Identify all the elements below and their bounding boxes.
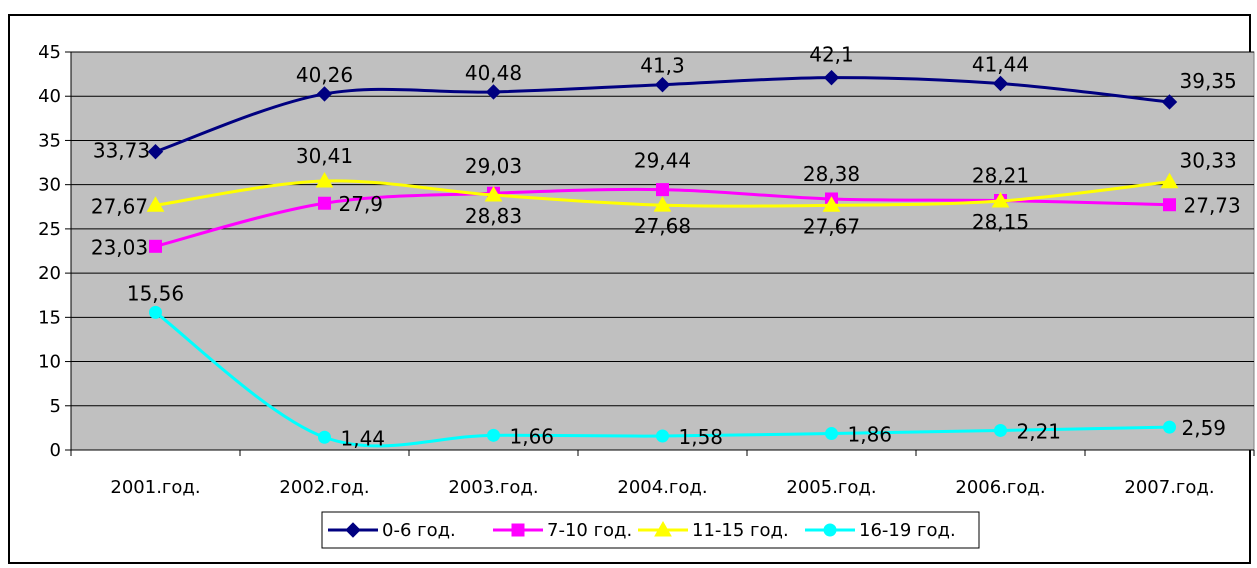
data-label: 30,41 (296, 144, 353, 168)
data-label: 2,59 (1182, 416, 1227, 440)
y-tick-label: 35 (38, 130, 61, 151)
marker-diamond (316, 86, 333, 102)
data-label: 29,03 (465, 154, 522, 178)
legend-label: 11-15 год. (692, 520, 789, 541)
marker-diamond (345, 522, 361, 538)
y-tick-label: 20 (38, 263, 61, 284)
legend-label: 16-19 год. (859, 520, 956, 541)
marker-circle (825, 427, 838, 441)
marker-circle (823, 523, 837, 537)
y-tick-label: 15 (38, 307, 61, 328)
marker-diamond (1161, 94, 1178, 110)
y-tick-label: 45 (38, 42, 61, 63)
data-label: 39,35 (1180, 69, 1237, 93)
y-tick-label: 30 (38, 175, 61, 196)
data-label: 27,73 (1184, 194, 1241, 218)
marker-triangle (315, 172, 334, 188)
marker-triangle (484, 186, 503, 202)
data-label: 1,66 (510, 424, 555, 448)
marker-square (1163, 198, 1176, 212)
y-tick-label: 25 (38, 219, 61, 240)
y-tick-label: 5 (50, 396, 61, 417)
data-label: 23,03 (91, 235, 148, 259)
marker-square (149, 239, 162, 253)
marker-circle (1163, 420, 1176, 434)
data-label: 33,73 (93, 139, 150, 163)
marker-square (318, 196, 331, 210)
marker-circle (318, 430, 331, 444)
marker-triangle (991, 192, 1010, 208)
marker-square (656, 183, 669, 197)
series-16-19 год. (149, 305, 1176, 448)
axes: 0 5 10 15 20 25 30 35 40 45 2001.год. 2002.год. 2003… (38, 42, 1255, 498)
marker-circle (149, 305, 162, 319)
y-tick-label: 40 (38, 86, 61, 107)
data-label: 1,44 (341, 426, 386, 450)
data-label: 28,15 (972, 210, 1029, 234)
legend-item: 16-19 год. (805, 520, 956, 541)
marker-triangle (1160, 172, 1179, 189)
legend-item: 7-10 год. (493, 520, 632, 541)
marker-triangle (654, 520, 672, 537)
data-label: 28,21 (972, 163, 1029, 187)
x-tick-label: 2001.год. (110, 477, 200, 498)
data-label: 40,48 (465, 61, 522, 85)
legend-item: 0-6 год. (328, 520, 456, 541)
data-label: 30,33 (1180, 149, 1237, 173)
x-tick-label: 2002.год. (279, 477, 369, 498)
data-labels: 33,73 40,26 40,48 41,3 42,1 41,44 39,35 23,03 27… (91, 43, 1241, 451)
data-label: 42,1 (809, 43, 854, 67)
x-tick-label: 2004.год. (617, 477, 707, 498)
data-label: 27,67 (91, 194, 148, 218)
data-label: 40,26 (296, 63, 353, 87)
y-tick-label: 10 (38, 352, 61, 373)
data-label: 41,3 (640, 54, 685, 78)
x-tick-label: 2003.год. (448, 477, 538, 498)
series-lines (146, 69, 1179, 448)
data-label: 1,58 (679, 425, 724, 449)
marker-diamond (823, 69, 840, 86)
marker-circle (994, 423, 1007, 437)
data-label: 27,9 (339, 192, 384, 216)
data-label: 15,56 (127, 281, 184, 305)
marker-diamond (147, 143, 164, 160)
data-label: 2,21 (1017, 419, 1062, 443)
marker-triangle (822, 196, 841, 212)
series-0-6 год. (147, 69, 1178, 160)
data-label: 41,44 (972, 52, 1029, 76)
data-label: 29,44 (634, 149, 691, 173)
plot-area (70, 51, 1255, 451)
marker-diamond (485, 84, 502, 100)
data-label: 1,86 (848, 423, 893, 447)
marker-diamond (654, 77, 671, 93)
x-tick-label: 2006.год. (955, 477, 1045, 498)
marker-circle (656, 429, 669, 443)
marker-diamond (992, 75, 1009, 92)
marker-square (511, 523, 525, 537)
legend-label: 0-6 год. (382, 520, 456, 541)
data-label: 28,38 (803, 162, 860, 186)
marker-circle (487, 428, 500, 442)
data-label: 27,67 (803, 214, 860, 238)
data-label: 28,83 (465, 204, 522, 228)
legend: 0-6 год. 7-10 год. 11-15 год. 16-19 год. (321, 511, 980, 549)
legend-item: 11-15 год. (638, 520, 789, 541)
marker-triangle (146, 196, 165, 212)
data-label: 27,68 (634, 214, 691, 238)
gridlines (71, 51, 1254, 407)
y-tick-label: 0 (50, 440, 61, 461)
series-11-15 год. (146, 172, 1179, 212)
x-tick-label: 2005.год. (786, 477, 876, 498)
marker-triangle (653, 196, 672, 212)
legend-label: 7-10 год. (547, 520, 632, 541)
x-tick-label: 2007.год. (1124, 477, 1214, 498)
